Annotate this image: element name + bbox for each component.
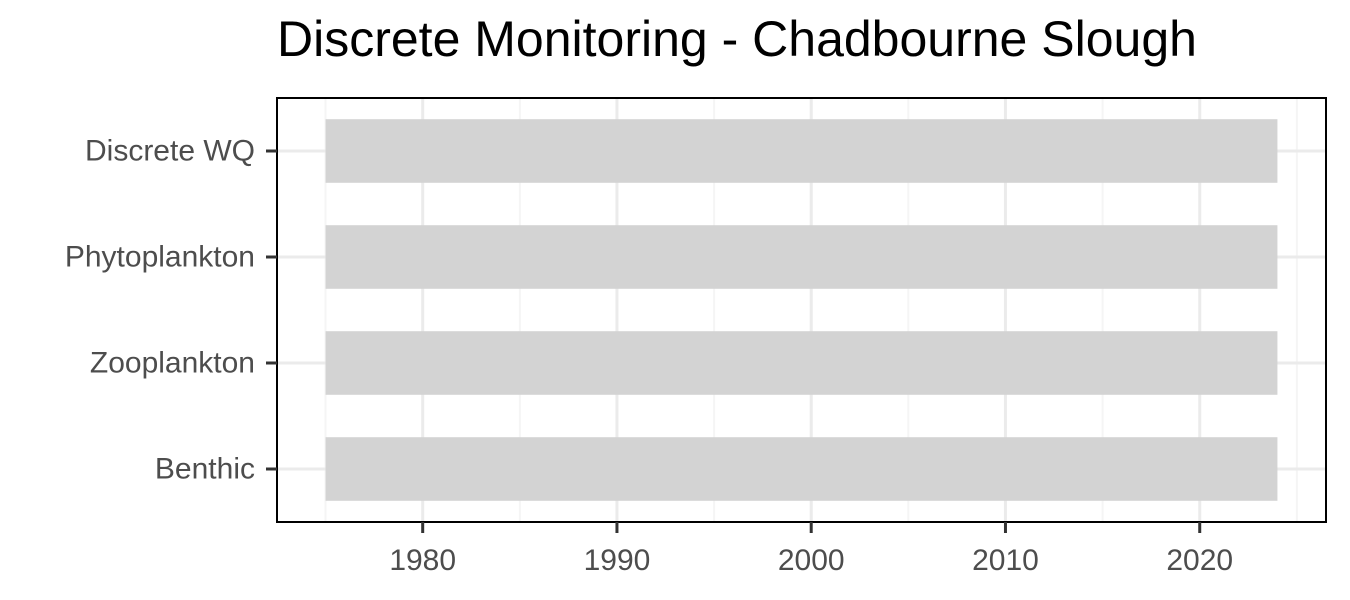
x-tick-label: 1990 bbox=[584, 544, 651, 577]
x-tick-label: 2000 bbox=[778, 544, 845, 577]
x-tick-label: 2020 bbox=[1166, 544, 1233, 577]
bar bbox=[325, 225, 1278, 289]
y-tick-label: Benthic bbox=[155, 453, 255, 486]
bar bbox=[325, 119, 1278, 183]
bar bbox=[325, 331, 1278, 395]
y-tick-label: Phytoplankton bbox=[65, 241, 255, 274]
y-axis: Discrete WQ Phytoplankton Zooplankton Benth… bbox=[65, 135, 277, 486]
x-tick-label: 2010 bbox=[972, 544, 1039, 577]
panel-border bbox=[276, 97, 1327, 523]
x-axis: 1980 1990 2000 2010 2020 bbox=[389, 522, 1233, 577]
x-tick-label: 1980 bbox=[389, 544, 456, 577]
chart-title: Discrete Monitoring - Chadbourne Slough bbox=[277, 11, 1197, 67]
y-tick-label: Discrete WQ bbox=[85, 135, 255, 168]
y-tick-label: Zooplankton bbox=[90, 347, 255, 380]
bar bbox=[325, 437, 1278, 501]
bar-series bbox=[325, 119, 1278, 501]
